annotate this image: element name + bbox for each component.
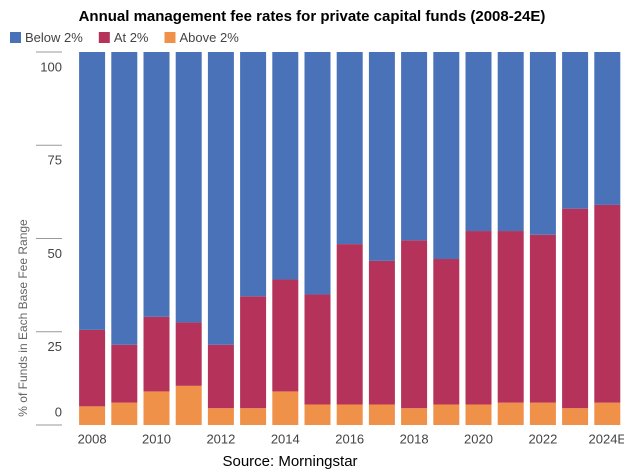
bar-segment: [433, 52, 460, 260]
source: Source: Morningstar: [222, 453, 357, 470]
x-tick-label: 2020: [464, 431, 493, 446]
bar-segment: [175, 52, 202, 323]
bar-segment: [529, 402, 556, 425]
bar-segment: [272, 52, 299, 280]
bar-segment: [272, 391, 299, 425]
bar-segment: [497, 231, 524, 403]
x-tick-label: 2016: [335, 431, 364, 446]
x-tick-label: 2012: [206, 431, 235, 446]
y-tick-label: 50: [48, 246, 62, 261]
bar-segment: [401, 240, 428, 409]
bar-segment: [240, 408, 267, 425]
bar-segment: [368, 52, 395, 261]
bar-segment: [368, 260, 395, 405]
bar-segment: [401, 408, 428, 425]
bar-segment: [368, 404, 395, 425]
bar-segment: [304, 294, 331, 405]
bar-segment: [336, 404, 363, 425]
bar-segment: [111, 52, 138, 345]
x-tick-label: 2010: [142, 431, 171, 446]
bar-segment: [594, 52, 621, 205]
bar-segment: [433, 404, 460, 425]
x-tick-label: 2014: [271, 431, 300, 446]
bar-segment: [562, 52, 589, 209]
y-tick-label: 25: [48, 339, 62, 354]
bar-segment: [240, 52, 267, 297]
bar-segment: [465, 52, 492, 232]
bar-segment: [207, 408, 234, 425]
x-tick-label: 2008: [78, 431, 107, 446]
bar-segment: [79, 52, 106, 330]
bar-segment: [401, 52, 428, 241]
y-tick-label: 100: [40, 59, 62, 74]
legend-label: At 2%: [114, 30, 149, 45]
bar-segment: [465, 404, 492, 425]
y-tick-label: 75: [48, 153, 62, 168]
legend-label: Above 2%: [180, 30, 240, 45]
bar-segment: [272, 279, 299, 392]
bar-segment: [529, 234, 556, 403]
x-tick-label: 2022: [528, 431, 557, 446]
bar-segment: [497, 402, 524, 425]
x-tick-label: 2018: [400, 431, 429, 446]
bar-segment: [207, 344, 234, 409]
bar-segment: [304, 404, 331, 425]
legend-label: Below 2%: [25, 30, 83, 45]
legend-swatch: [164, 32, 176, 43]
bar-segment: [79, 329, 106, 407]
y-axis-label: % of Funds in Each Base Fee Range: [16, 219, 30, 417]
bar-segment: [529, 52, 556, 235]
bar-segment: [562, 408, 589, 425]
bar-segment: [304, 52, 331, 295]
bar-segment: [175, 322, 202, 386]
bar-segment: [497, 52, 524, 232]
bar-segment: [143, 52, 170, 317]
y-tick-label: 0: [55, 404, 62, 419]
legend-swatch: [98, 32, 110, 43]
bar-segment: [111, 344, 138, 403]
bar-segment: [562, 208, 589, 409]
bar-segment: [594, 402, 621, 425]
bar-segment: [79, 406, 106, 425]
chart-title: Annual management fee rates for private …: [79, 8, 546, 25]
bar-segment: [465, 231, 492, 405]
bar-segment: [143, 391, 170, 425]
x-tick-label: 2024E: [589, 431, 624, 446]
bar-segment: [433, 259, 460, 405]
bar-segment: [594, 204, 621, 403]
bar-segment: [143, 316, 170, 392]
bar-segment: [175, 385, 202, 425]
bar-segment: [207, 52, 234, 345]
bar-segment: [336, 244, 363, 405]
bar-segment: [111, 402, 138, 425]
bar-segment: [336, 52, 363, 245]
legend-swatch: [10, 32, 21, 43]
bar-segment: [240, 296, 267, 409]
